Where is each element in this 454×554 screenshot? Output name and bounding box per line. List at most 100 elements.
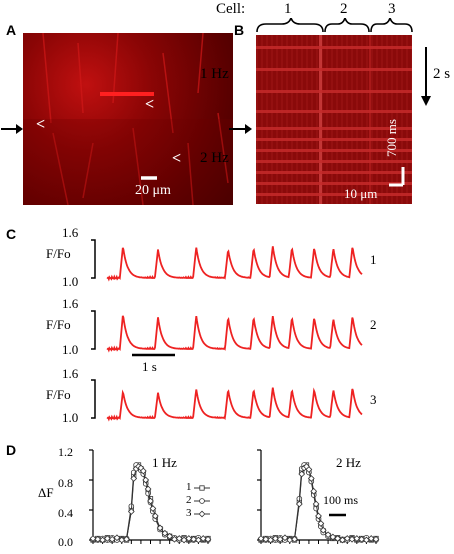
panel-c-ytick-top-3: 1.6 <box>62 366 79 381</box>
panel-d-point <box>94 535 102 543</box>
panel-d-point <box>99 536 106 544</box>
panel-d-point <box>180 536 188 544</box>
panel-b-cell-braces <box>256 18 413 33</box>
panel-d-ylabel: ΔF <box>38 485 54 500</box>
linescan-transient-band <box>256 127 412 130</box>
linescan-column <box>296 35 298 204</box>
linescan-cell-boundary <box>319 35 322 204</box>
linescan-column <box>286 35 288 204</box>
linescan-column <box>391 35 393 204</box>
linescan-column <box>261 35 263 204</box>
linescan-column <box>271 35 273 204</box>
linescan-column <box>341 35 343 204</box>
panel-d-point <box>166 532 174 540</box>
panel-d-legend-marker <box>199 498 205 504</box>
panel-b-cell-3: 3 <box>388 1 396 17</box>
linescan-column <box>346 35 348 204</box>
panel-d-point <box>339 536 346 544</box>
panel-d-point <box>281 534 289 542</box>
linescan-column <box>266 35 268 204</box>
panel-d-point <box>104 535 111 542</box>
panel-b-linescan-image: 1 Hz 700 ms 10 μm <box>256 35 412 204</box>
panel-d-point <box>185 535 193 542</box>
panel-d-point <box>310 487 318 495</box>
linescan-column <box>311 35 313 204</box>
panel-d-point <box>149 505 157 512</box>
fiber-streak <box>52 132 69 205</box>
linescan-column <box>371 35 373 204</box>
panel-d-point <box>334 535 342 542</box>
linescan-transient-band <box>256 138 412 141</box>
linescan-column <box>316 35 318 204</box>
panel-d-legend-2: 2 <box>186 494 192 506</box>
linescan-cell-boundary <box>369 35 371 204</box>
panel-d-point <box>305 466 313 473</box>
panel-d-point <box>175 535 183 542</box>
panel-c-yaxis-bracket <box>91 239 96 279</box>
panel-d-point <box>130 475 138 482</box>
panel-c-trace-1 <box>106 246 363 282</box>
panel-d-point <box>324 531 332 539</box>
panel-b-arrow-icon <box>229 124 252 134</box>
panel-c-ytick-bottom-2: 1.0 <box>62 342 79 357</box>
panel-d-point <box>113 534 121 542</box>
panel-a-marker-1: < <box>145 96 155 113</box>
linescan-column <box>396 35 398 204</box>
linescan-column <box>411 35 412 204</box>
panel-d-point <box>353 535 361 542</box>
panel-c-traces <box>91 239 363 422</box>
panel-d-point <box>139 467 147 475</box>
linescan-transient-band <box>256 193 412 196</box>
fiber-streak <box>42 33 52 124</box>
linescan-column <box>386 35 388 204</box>
linescan-column <box>291 35 293 204</box>
linescan-column <box>256 35 258 204</box>
panel-d-legend-1: 1 <box>186 481 192 493</box>
panel-b-time-arrow-icon <box>421 47 431 106</box>
panel-d-point <box>272 535 279 542</box>
panel-d-point <box>262 535 270 543</box>
linescan-column <box>276 35 278 204</box>
linescan-column <box>376 35 378 204</box>
panel-a-scalebar-label: 20 μm <box>135 183 171 198</box>
panel-d-point <box>127 508 135 515</box>
panel-d-point <box>329 533 337 541</box>
panel-d-point <box>142 476 150 484</box>
linescan-column <box>301 35 303 204</box>
linescan-column <box>406 35 408 204</box>
panel-c-trace-number-1: 1 <box>370 252 377 267</box>
panel-a-fibers <box>23 33 233 205</box>
panel-c-ylabel-1: F/Fo <box>46 246 71 261</box>
linescan-transient-band <box>256 90 412 93</box>
panel-d-point <box>372 535 380 543</box>
panel-d-charts <box>89 449 380 544</box>
panel-a-label: A <box>6 22 17 38</box>
panel-d-point <box>317 520 325 527</box>
panel-b-cell-header: Cell: <box>216 1 246 17</box>
panel-d-point <box>257 535 265 542</box>
panel-d-point <box>367 535 375 542</box>
panel-c-ylabel-2: F/Fo <box>46 317 71 332</box>
linescan-transient-band <box>256 160 412 163</box>
panel-b-cell-2: 2 <box>340 1 348 17</box>
panel-d-right-title: 2 Hz <box>336 455 361 470</box>
panel-c-trace-3 <box>106 387 363 422</box>
linescan-column <box>361 35 363 204</box>
panel-d-point <box>199 535 207 542</box>
panel-d-point <box>343 535 351 542</box>
panel-b-label: B <box>234 22 245 38</box>
fiber-streak <box>77 42 84 114</box>
panel-c-time-scale-label: 1 s <box>142 359 157 374</box>
linescan-column <box>366 35 368 204</box>
panel-d-point <box>190 535 197 543</box>
panel-d-time-scale-label: 100 ms <box>323 493 359 507</box>
panel-c-ytick-bottom-3: 1.0 <box>62 410 79 425</box>
linescan-column <box>331 35 333 204</box>
panel-d-point <box>315 512 322 520</box>
panel-d-ytick-2: 0.8 <box>58 476 73 490</box>
panel-d-point <box>195 536 202 544</box>
panel-b-ms-scale-label: 700 ms <box>384 119 399 157</box>
panel-a-arrow-icon <box>1 124 23 134</box>
panel-d-point <box>312 500 320 508</box>
panel-d-legend-marker <box>198 510 206 518</box>
